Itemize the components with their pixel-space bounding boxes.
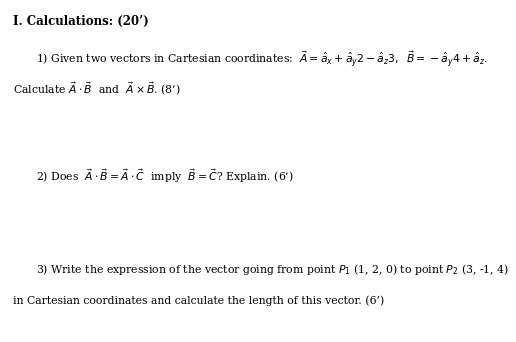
Text: 2) Does  $\vec{A} \cdot \vec{B} = \vec{A} \cdot \vec{C}$  imply  $\vec{B} = \vec: 2) Does $\vec{A} \cdot \vec{B} = \vec{A}…: [36, 168, 294, 185]
Text: 1) Given two vectors in Cartesian coordinates:  $\vec{A} = \hat{a}_x + \hat{a}_y: 1) Given two vectors in Cartesian coordi…: [36, 50, 488, 70]
Text: Calculate $\vec{A} \cdot \vec{B}$  and  $\vec{A} \times \vec{B}$. (8’): Calculate $\vec{A} \cdot \vec{B}$ and $\…: [13, 80, 181, 97]
Text: 3) Write the expression of the vector going from point $P_1$ (1, 2, 0) to point : 3) Write the expression of the vector go…: [36, 262, 509, 277]
Text: in Cartesian coordinates and calculate the length of this vector. (6’): in Cartesian coordinates and calculate t…: [13, 296, 384, 306]
Text: I. Calculations: (20’): I. Calculations: (20’): [13, 15, 149, 28]
